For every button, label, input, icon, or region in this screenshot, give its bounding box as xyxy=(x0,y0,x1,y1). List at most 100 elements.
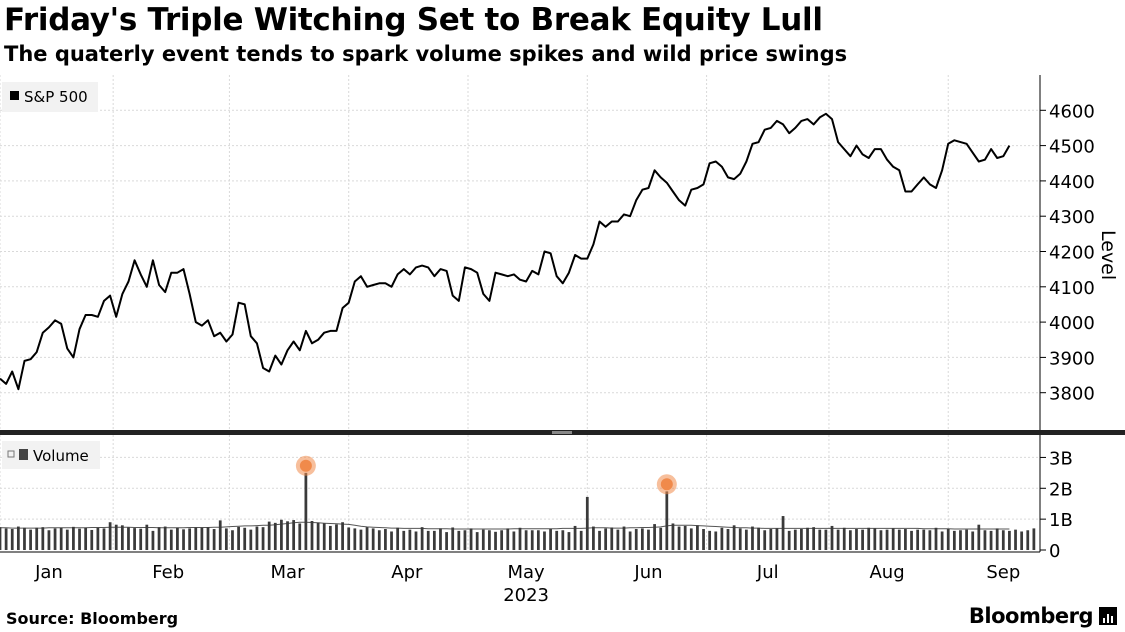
x-tick-label: Apr xyxy=(391,562,423,583)
volume-bar xyxy=(897,529,901,550)
volume-bar xyxy=(194,527,198,550)
volume-bar xyxy=(824,529,828,550)
volume-bar xyxy=(628,531,632,550)
volume-bar xyxy=(653,524,656,550)
volume-bar xyxy=(1014,529,1017,550)
x-tick-label: Mar xyxy=(271,562,306,583)
volume-bar xyxy=(494,531,497,550)
volume-bar xyxy=(304,472,308,550)
volume-bar xyxy=(475,532,479,550)
volume-bar xyxy=(867,527,871,550)
volume-bar xyxy=(365,527,369,550)
volume-bar xyxy=(916,529,920,550)
volume-bar xyxy=(206,527,210,550)
volume-bar xyxy=(414,531,418,550)
volume-bar xyxy=(316,522,320,550)
volume-bar xyxy=(842,527,846,550)
volume-bar xyxy=(977,524,981,550)
volume-bars xyxy=(0,472,1036,550)
x-year-label: 2023 xyxy=(503,585,549,606)
volume-bar xyxy=(592,526,595,550)
legend-sp500-swatch xyxy=(10,91,19,100)
volume-bar xyxy=(536,530,540,550)
volume-bar xyxy=(677,526,681,550)
volume-bar xyxy=(182,529,185,550)
chart-title: Friday's Triple Witching Set to Break Eq… xyxy=(4,2,823,38)
volume-bar xyxy=(469,528,473,550)
volume-bar xyxy=(879,530,883,550)
volume-y-tick-label: 1B xyxy=(1049,510,1073,531)
volume-bar xyxy=(1008,530,1011,550)
volume-bar xyxy=(1026,530,1030,550)
volume-y-tick-label: 0 xyxy=(1049,541,1060,562)
volume-bar xyxy=(23,527,26,550)
sp500-series-line xyxy=(0,112,1011,391)
volume-bar xyxy=(432,530,436,550)
legends: S&P 500 Volume xyxy=(2,82,100,469)
volume-bar xyxy=(72,526,75,550)
volume-bar xyxy=(610,527,614,550)
volume-bar xyxy=(910,530,913,550)
volume-average-line xyxy=(0,521,1010,530)
volume-bar xyxy=(1020,531,1024,550)
volume-bar xyxy=(598,530,601,550)
volume-bar xyxy=(163,526,167,550)
volume-bar xyxy=(861,529,864,550)
volume-bar xyxy=(4,528,8,550)
volume-bar xyxy=(708,530,712,550)
brand-name: Bloomberg xyxy=(968,604,1094,628)
volume-bar xyxy=(212,529,216,550)
volume-bar xyxy=(891,528,895,550)
chart-subtitle: The quaterly event tends to spark volume… xyxy=(4,42,848,66)
volume-bar xyxy=(983,530,987,550)
x-tick-label: May xyxy=(508,562,546,583)
volume-bar xyxy=(249,529,253,550)
source-note: Source: Bloomberg xyxy=(6,609,179,628)
volume-bar xyxy=(237,526,240,550)
volume-bar xyxy=(640,528,644,550)
volume-bar xyxy=(280,519,283,550)
volume-bar xyxy=(812,527,816,550)
volume-bar xyxy=(952,530,956,550)
volume-bar xyxy=(335,524,338,550)
volume-bar xyxy=(806,527,809,550)
legend-volume-swatch xyxy=(19,449,28,460)
volume-bar xyxy=(696,525,699,550)
y-tick-label: 4100 xyxy=(1049,278,1095,299)
x-tick-label: Jun xyxy=(633,562,662,583)
volume-bar xyxy=(751,526,754,550)
volume-bar xyxy=(726,529,730,550)
volume-bar xyxy=(702,529,705,550)
volume-bar xyxy=(224,528,228,550)
volume-bar xyxy=(298,523,302,550)
volume-bar xyxy=(634,529,638,550)
volume-bar xyxy=(971,531,975,550)
volume-bar xyxy=(787,530,791,550)
y-axis-label: Level xyxy=(1097,230,1119,280)
volume-bar xyxy=(946,529,950,550)
volume-bar xyxy=(720,527,724,550)
volume-bar xyxy=(347,527,351,550)
bloomberg-logo: Bloomberg xyxy=(969,604,1117,628)
volume-bar xyxy=(579,530,583,550)
volume-bar xyxy=(273,522,277,550)
volume-bar xyxy=(261,527,265,550)
volume-bar xyxy=(53,528,57,550)
volume-bar xyxy=(855,529,858,550)
volume-spike-marker xyxy=(660,478,673,491)
volume-bar xyxy=(659,527,663,550)
legend-volume-label: Volume xyxy=(33,447,89,465)
volume-bar xyxy=(665,491,669,550)
volume-bar xyxy=(157,527,161,550)
volume-bar xyxy=(714,531,718,550)
gridlines xyxy=(0,75,1040,550)
volume-bar xyxy=(90,529,94,550)
panel-divider-handle xyxy=(552,431,572,434)
volume-bar xyxy=(145,524,149,550)
volume-bar xyxy=(622,526,626,550)
volume-bar xyxy=(989,530,993,550)
volume-bar xyxy=(738,528,742,550)
volume-bar xyxy=(78,528,81,550)
volume-bar xyxy=(16,526,20,550)
volume-bar xyxy=(995,528,999,550)
